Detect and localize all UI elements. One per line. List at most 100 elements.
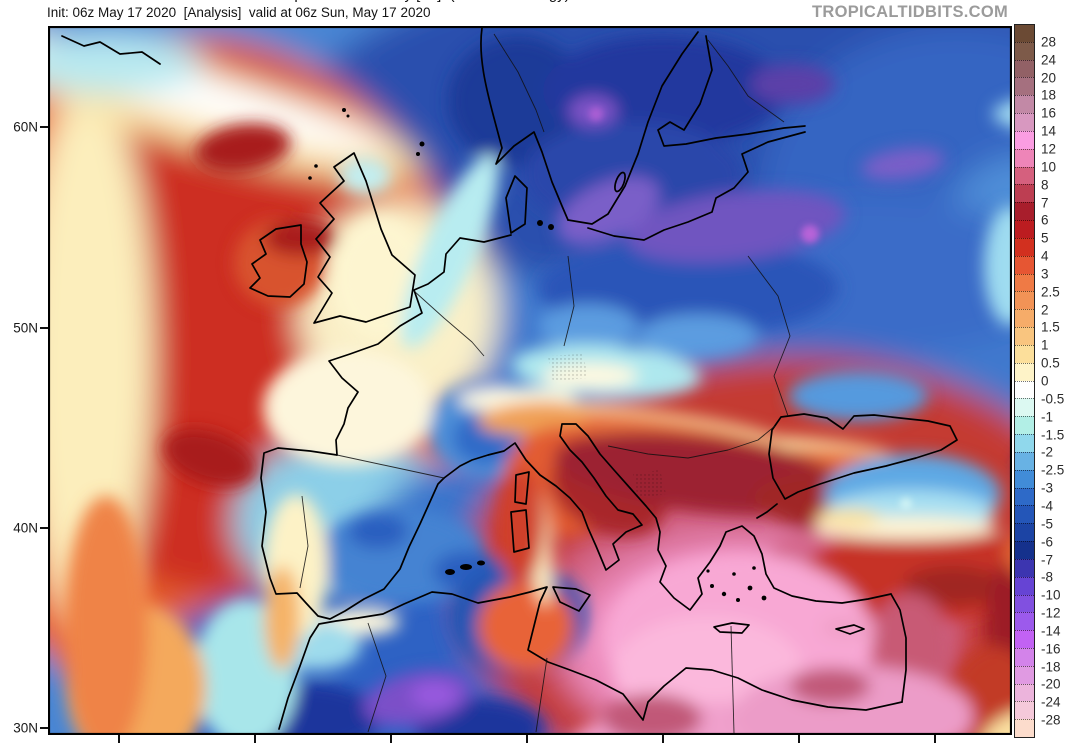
colorbar-cell-4 bbox=[1015, 95, 1034, 114]
colorbar-tick-label-1: 1 bbox=[1041, 337, 1049, 353]
lon-tick bbox=[390, 735, 392, 743]
lon-tick bbox=[798, 735, 800, 743]
colorbar-cell-10 bbox=[1015, 202, 1034, 221]
colorbar-cell-15 bbox=[1015, 291, 1034, 310]
lat-label-50N: 50N bbox=[13, 320, 38, 336]
colorbar-tick-label-20: 20 bbox=[1041, 70, 1057, 86]
country-borders bbox=[299, 33, 791, 734]
colorbar-cell-9 bbox=[1015, 184, 1034, 203]
colorbar-tick-label--1: -1 bbox=[1041, 409, 1054, 425]
colorbar-cell-12 bbox=[1015, 237, 1034, 256]
colorbar-tick-label--18: -18 bbox=[1041, 659, 1061, 675]
lon-tick bbox=[526, 735, 528, 743]
colorbar-cell-35 bbox=[1015, 647, 1034, 666]
colorbar-tick-label--20: -20 bbox=[1041, 676, 1061, 692]
lon-tick bbox=[934, 735, 936, 743]
lat-tick bbox=[40, 126, 48, 128]
colorbar-cell-3 bbox=[1015, 77, 1034, 96]
small-islands bbox=[308, 108, 767, 602]
colorbar-cell-33 bbox=[1015, 612, 1034, 631]
colorbar-cell-21 bbox=[1015, 398, 1034, 417]
coastlines bbox=[61, 27, 958, 730]
colorbar-cell-39 bbox=[1015, 719, 1034, 738]
colorbar bbox=[1014, 24, 1035, 738]
lon-tick bbox=[662, 735, 664, 743]
colorbar-tick-label-6: 6 bbox=[1041, 212, 1049, 228]
colorbar-cell-13 bbox=[1015, 255, 1034, 274]
colorbar-cell-38 bbox=[1015, 701, 1034, 720]
colorbar-tick-label--16: -16 bbox=[1041, 641, 1061, 657]
anomaly-map-svg bbox=[48, 26, 1012, 735]
colorbar-tick-label--6: -6 bbox=[1041, 534, 1054, 550]
colorbar-tick-label--3: -3 bbox=[1041, 480, 1054, 496]
colorbar-tick-label-16: 16 bbox=[1041, 105, 1057, 121]
colorbar-cell-14 bbox=[1015, 273, 1034, 292]
colorbar-cell-6 bbox=[1015, 130, 1034, 149]
colorbar-tick-label--2.5: -2.5 bbox=[1041, 462, 1065, 478]
lat-tick bbox=[40, 727, 48, 729]
colorbar-tick-label-7: 7 bbox=[1041, 195, 1049, 210]
colorbar-cell-17 bbox=[1015, 327, 1034, 345]
colorbar-tick-label--1.5: -1.5 bbox=[1041, 427, 1065, 443]
colorbar-cell-20 bbox=[1015, 380, 1034, 399]
colorbar-tick-label--2: -2 bbox=[1041, 444, 1054, 460]
colorbar-tick-label--14: -14 bbox=[1041, 623, 1061, 639]
colorbar-tick-label-0.5: 0.5 bbox=[1041, 355, 1060, 371]
colorbar-cell-5 bbox=[1015, 113, 1034, 131]
colorbar-cell-28 bbox=[1015, 523, 1034, 542]
colorbar-tick-label--4: -4 bbox=[1041, 498, 1054, 514]
colorbar-tick-label-8: 8 bbox=[1041, 177, 1049, 193]
colorbar-tick-label-3: 3 bbox=[1041, 266, 1049, 282]
lon-tick bbox=[254, 735, 256, 743]
colorbar-tick-label--0.5: -0.5 bbox=[1041, 391, 1065, 407]
colorbar-cell-25 bbox=[1015, 469, 1034, 488]
colorbar-tick-label-0: 0 bbox=[1041, 373, 1049, 389]
colorbar-cell-16 bbox=[1015, 309, 1034, 328]
stipple-zones bbox=[548, 354, 666, 498]
colorbar-cell-11 bbox=[1015, 220, 1034, 238]
lat-tick bbox=[40, 527, 48, 529]
anomaly-field bbox=[48, 26, 1012, 735]
colorbar-cell-34 bbox=[1015, 630, 1034, 648]
colorbar-tick-label-4: 4 bbox=[1041, 248, 1049, 264]
colorbar-tick-label-14: 14 bbox=[1041, 123, 1057, 139]
map-frame bbox=[48, 26, 1012, 735]
lat-label-40N: 40N bbox=[13, 520, 38, 536]
colorbar-tick-label--12: -12 bbox=[1041, 605, 1061, 621]
colorbar-cell-1 bbox=[1015, 41, 1034, 60]
colorbar-cell-30 bbox=[1015, 558, 1034, 577]
colorbar-tick-label-1.5: 1.5 bbox=[1041, 319, 1060, 335]
lon-tick bbox=[118, 735, 120, 743]
colorbar-tick-label--28: -28 bbox=[1041, 712, 1061, 728]
colorbar-tick-label--8: -8 bbox=[1041, 569, 1054, 585]
colorbar-tick-label-2.5: 2.5 bbox=[1041, 284, 1060, 300]
tropicaltidbits-watermark: TROPICALTIDBITS.COM bbox=[812, 3, 1009, 21]
colorbar-cell-8 bbox=[1015, 166, 1034, 185]
colorbar-tick-label-2: 2 bbox=[1041, 302, 1049, 318]
colorbar-tick-label--10: -10 bbox=[1041, 587, 1061, 603]
colorbar-cell-22 bbox=[1015, 416, 1034, 435]
colorbar-cell-31 bbox=[1015, 576, 1034, 595]
init-valid-line: Init: 06z May 17 2020 [Analysis] valid a… bbox=[47, 5, 431, 20]
colorbar-tick-label--5: -5 bbox=[1041, 516, 1054, 532]
colorbar-cell-18 bbox=[1015, 344, 1034, 363]
colorbar-cell-37 bbox=[1015, 683, 1034, 702]
colorbar-tick-label-5: 5 bbox=[1041, 230, 1049, 246]
colorbar-tick-label-24: 24 bbox=[1041, 52, 1057, 68]
colorbar-cell-27 bbox=[1015, 505, 1034, 524]
map-area bbox=[48, 26, 1012, 735]
colorbar-cell-36 bbox=[1015, 665, 1034, 684]
colorbar-cell-24 bbox=[1015, 451, 1034, 470]
cut-off-product-title-text: 2-m Temperature Anomaly [°C] (w.r.t. cli… bbox=[48, 0, 758, 3]
colorbar-tick-label-28: 28 bbox=[1041, 34, 1057, 50]
colorbar-tick-label-12: 12 bbox=[1041, 141, 1057, 157]
lat-label-30N: 30N bbox=[13, 720, 38, 736]
lat-tick bbox=[40, 327, 48, 329]
colorbar-cell-7 bbox=[1015, 148, 1034, 167]
colorbar-cell-29 bbox=[1015, 541, 1034, 559]
colorbar-cell-2 bbox=[1015, 59, 1034, 78]
colorbar-cell-19 bbox=[1015, 362, 1034, 381]
colorbar-tick-label-10: 10 bbox=[1041, 159, 1057, 175]
lat-label-60N: 60N bbox=[13, 119, 38, 135]
